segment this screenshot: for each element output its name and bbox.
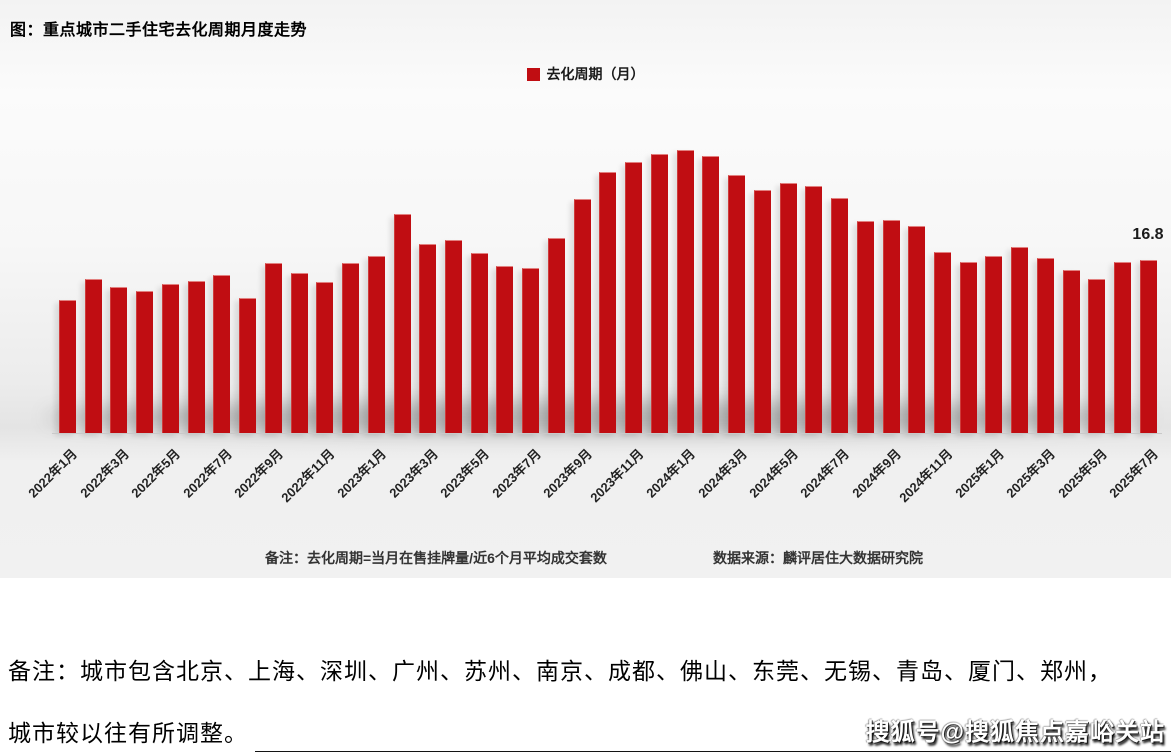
bar-2025年5月 <box>1088 278 1106 433</box>
bar-2025年2月 <box>1011 246 1029 433</box>
bar-2022年2月 <box>84 278 102 433</box>
bar-2024年3月 <box>728 174 746 433</box>
bar-2024年8月 <box>856 220 874 433</box>
bar-2022年11月 <box>316 281 334 433</box>
footer-note-line1: 备注：城市包含北京、上海、深圳、广州、苏州、南京、成都、佛山、东莞、无锡、青岛、… <box>8 659 1112 684</box>
bar-2024年7月 <box>831 198 849 433</box>
bar-2024年5月 <box>779 182 797 433</box>
bar-2024年4月 <box>753 189 771 433</box>
bar-2023年10月 <box>599 172 617 433</box>
last-bar-value-label: 16.8 <box>1132 226 1164 243</box>
bar-2023年9月 <box>573 199 591 433</box>
bar-2024年6月 <box>805 185 823 433</box>
bar-2024年11月 <box>933 251 951 433</box>
bar-2022年8月 <box>239 298 257 433</box>
bottom-rule <box>255 751 1171 752</box>
chart-notes: 备注：去化周期=当月在售挂牌量/近6个月平均成交套数 数据来源：麟评居住大数据研… <box>0 548 1171 570</box>
chart-title: 图：重点城市二手住宅去化周期月度走势 <box>10 22 308 39</box>
bar-2024年10月 <box>908 226 926 433</box>
note-source: 数据来源：麟评居住大数据研究院 <box>713 550 923 566</box>
plot-area <box>59 0 1157 433</box>
legend-color-swatch <box>526 67 540 81</box>
x-axis-line <box>52 433 1162 434</box>
bar-2022年10月 <box>290 273 308 433</box>
bar-2025年7月 <box>1139 260 1157 433</box>
chart-panel: 图：重点城市二手住宅去化周期月度走势 去化周期（月） 16.8 2022年1月 2… <box>0 0 1171 578</box>
bar-2024年12月 <box>959 262 977 433</box>
bar-2022年3月 <box>110 286 128 433</box>
bar-2024年1月 <box>676 149 694 433</box>
bar-2022年5月 <box>161 283 179 433</box>
bar-2023年1月 <box>367 255 385 433</box>
bar-2023年3月 <box>419 243 437 433</box>
bar-2022年6月 <box>187 280 205 433</box>
bar-2023年5月 <box>470 252 488 433</box>
bar-2022年7月 <box>213 275 231 433</box>
bar-2023年2月 <box>393 213 411 433</box>
bar-2023年7月 <box>522 268 540 433</box>
watermark: 搜狐号@搜狐焦点嘉峪关站 <box>865 719 1165 746</box>
bar-2023年6月 <box>496 266 514 433</box>
legend: 去化周期（月） <box>0 64 1171 84</box>
bar-2023年8月 <box>547 238 565 433</box>
bar-2022年4月 <box>136 290 154 433</box>
bar-2024年9月 <box>882 219 900 433</box>
bar-2022年9月 <box>264 263 282 433</box>
bar-2025年3月 <box>1036 257 1054 433</box>
bar-2023年4月 <box>445 240 463 433</box>
note-formula: 备注：去化周期=当月在售挂牌量/近6个月平均成交套数 <box>265 550 607 566</box>
bar-2022年12月 <box>342 263 360 433</box>
footer-note: 备注：城市包含北京、上海、深圳、广州、苏州、南京、成都、佛山、东莞、无锡、青岛、… <box>8 646 1171 753</box>
bar-2023年12月 <box>650 153 668 433</box>
bar-2025年1月 <box>985 255 1003 433</box>
bar-2022年1月 <box>59 300 76 433</box>
bar-2023年11月 <box>625 162 643 433</box>
legend-label: 去化周期（月） <box>546 66 645 82</box>
bar-2025年6月 <box>1114 262 1132 433</box>
bar-2024年2月 <box>702 155 720 433</box>
footer-note-line2: 城市较以往有所调整。 <box>8 721 248 746</box>
bar-2025年4月 <box>1062 270 1080 433</box>
